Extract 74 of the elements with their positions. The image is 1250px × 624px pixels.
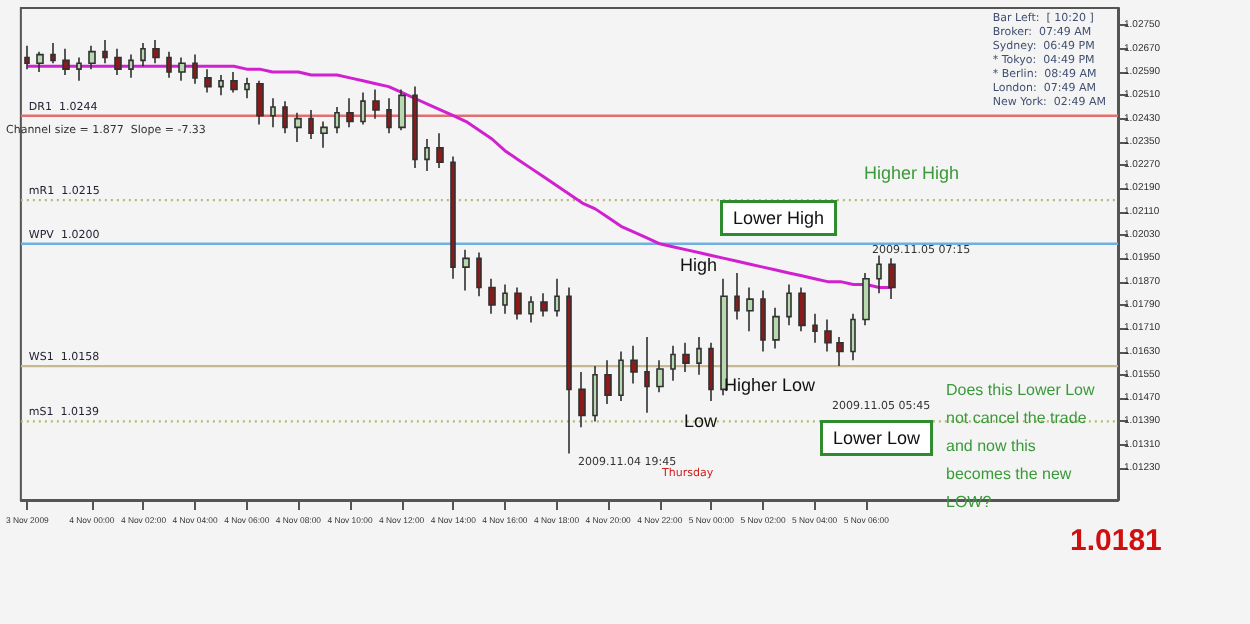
candlestick: [436, 132, 444, 169]
candlestick: [502, 283, 508, 315]
candlestick: [114, 47, 122, 76]
candlestick: [128, 53, 134, 79]
candlestick: [578, 371, 586, 429]
candlestick: [746, 286, 754, 332]
candlestick: [88, 45, 96, 70]
candlestick: [230, 71, 238, 94]
candlestick: [62, 47, 70, 76]
candlestick: [696, 336, 702, 376]
candlestick: [166, 50, 172, 79]
candlestick: [824, 318, 832, 353]
annotation: Lower High: [733, 208, 825, 228]
candlestick: [604, 359, 612, 405]
candlestick: [682, 341, 690, 373]
annotation: Low: [684, 411, 719, 431]
candlestick: [282, 100, 288, 134]
candlestick: [192, 53, 198, 85]
candlestick: [888, 257, 896, 300]
candlestick: [50, 42, 56, 65]
candlestick: [294, 112, 302, 143]
candlestick: [334, 106, 340, 134]
candlestick: [656, 359, 664, 394]
annotation: Lower Low: [833, 428, 922, 448]
candlestick: [152, 39, 160, 65]
candlestick: [514, 286, 522, 321]
candlestick: [204, 68, 212, 94]
candlestick: [812, 312, 818, 344]
candlestick: [566, 286, 572, 455]
candlestick: [450, 155, 456, 280]
candlestick: [308, 109, 314, 140]
candlestick: [102, 39, 108, 65]
candlestick: [772, 307, 780, 350]
candlestick: [734, 272, 740, 321]
candlestick: [786, 283, 792, 327]
candlestick: [670, 344, 676, 382]
candlestick: [760, 289, 766, 353]
candlestick: [488, 277, 496, 315]
candlestick: [386, 97, 392, 134]
candlestick: [270, 97, 276, 129]
text: 1.0181: [1070, 524, 1162, 558]
candlestick: [836, 336, 844, 367]
candlestick: [140, 42, 146, 68]
candlestick: [476, 251, 482, 298]
candlestick: [178, 56, 186, 82]
candlestick: [592, 365, 598, 423]
candlestick: [76, 56, 82, 82]
candlestick: [720, 277, 728, 396]
candlestick: [540, 292, 548, 318]
candlestick: [398, 88, 406, 132]
candlestick: [36, 50, 44, 73]
annotation: Higher High: [864, 163, 960, 183]
candlestick: [862, 272, 870, 327]
candlestick: [618, 350, 624, 402]
candlestick: [630, 344, 638, 385]
candlestick: [644, 336, 650, 414]
candlestick: [320, 120, 328, 149]
candlestick: [462, 248, 470, 292]
candlestick: [876, 254, 882, 295]
candlestick: [218, 74, 224, 97]
candlestick: [346, 97, 354, 129]
candlestick: [554, 277, 560, 318]
candlestick: [360, 91, 366, 126]
candlestick: [708, 341, 714, 402]
candlestick: [24, 45, 30, 70]
candlestick: [424, 138, 430, 172]
candlestick: [412, 85, 418, 169]
annotation: High: [680, 255, 718, 275]
candlestick: [256, 79, 264, 126]
candlestick: [528, 295, 534, 324]
candlestick: [850, 312, 856, 362]
candlestick: [244, 77, 250, 100]
candlestick: [372, 88, 380, 120]
candlestick: [798, 286, 806, 332]
